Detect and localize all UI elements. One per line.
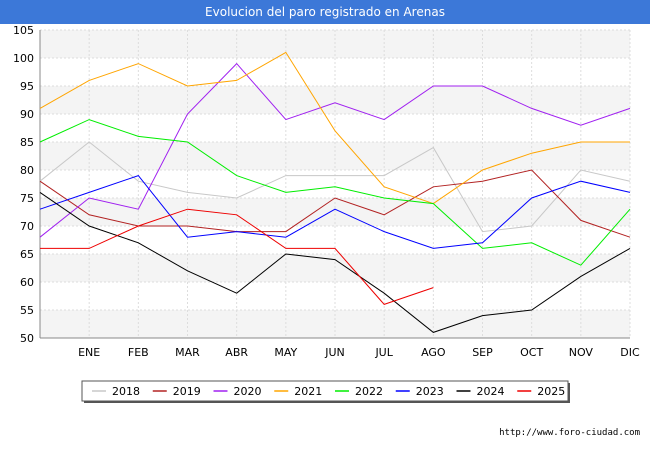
legend-label: 2022	[355, 385, 383, 398]
legend-label: 2023	[416, 385, 444, 398]
y-tick-label: 105	[13, 24, 34, 37]
x-tick-label: JUL	[374, 346, 393, 359]
legend-label: 2024	[477, 385, 505, 398]
x-tick-label: FEB	[128, 346, 149, 359]
series-line-2023	[39, 175, 631, 249]
x-tick-label: NOV	[569, 346, 594, 359]
x-tick-label: MAY	[274, 346, 297, 359]
x-tick-label: ABR	[225, 346, 248, 359]
legend-label: 2018	[112, 385, 140, 398]
series-line-2025	[40, 208, 434, 305]
y-tick-label: 85	[20, 136, 34, 149]
series-line-2022	[39, 119, 631, 266]
x-tick-label: AGO	[421, 346, 446, 359]
source-url[interactable]: http://www.foro-ciudad.com	[499, 428, 640, 438]
chart-title: Evolucion del paro registrado en Arenas	[0, 0, 650, 24]
x-tick-label: SEP	[472, 346, 493, 359]
y-tick-label: 50	[20, 332, 34, 345]
y-tick-label: 75	[20, 192, 34, 205]
legend-label: 2025	[537, 385, 565, 398]
y-tick-label: 80	[20, 164, 34, 177]
y-tick-label: 65	[20, 248, 34, 261]
legend-box	[81, 380, 569, 402]
x-tick-label: DIC	[620, 346, 640, 359]
y-tick-label: 90	[20, 108, 34, 121]
y-tick-label: 55	[20, 304, 34, 317]
y-tick-label: 70	[20, 220, 34, 233]
legend-label: 2020	[234, 385, 262, 398]
x-tick-label: OCT	[520, 346, 543, 359]
series-line-2020	[39, 62, 631, 238]
y-tick-label: 60	[20, 276, 34, 289]
y-tick-label: 100	[13, 52, 34, 65]
x-tick-label: ENE	[78, 346, 100, 359]
series-line-2021	[39, 51, 630, 205]
legend-label: 2019	[173, 385, 201, 398]
x-tick-label: JUN	[324, 346, 345, 359]
legend-label: 2021	[294, 385, 322, 398]
series-line-2024	[39, 191, 631, 333]
y-tick-label: 95	[20, 80, 34, 93]
series-line-2018	[39, 141, 631, 233]
x-tick-label: MAR	[175, 346, 200, 359]
